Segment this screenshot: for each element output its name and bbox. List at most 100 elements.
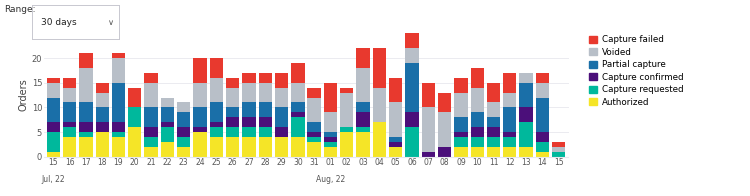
Bar: [95, 122, 109, 132]
Bar: [503, 132, 517, 137]
Bar: [389, 103, 402, 137]
Bar: [226, 137, 239, 157]
Bar: [536, 132, 549, 142]
Bar: [308, 137, 321, 142]
Bar: [210, 137, 223, 157]
Bar: [274, 127, 288, 137]
Bar: [422, 107, 435, 152]
Bar: [340, 88, 353, 93]
Bar: [160, 142, 174, 157]
Bar: [340, 93, 353, 127]
Bar: [128, 88, 142, 107]
Bar: [552, 142, 566, 147]
Bar: [145, 127, 158, 137]
Bar: [259, 83, 272, 103]
Bar: [552, 147, 566, 152]
Bar: [405, 112, 418, 127]
Bar: [291, 83, 304, 103]
Bar: [356, 68, 370, 103]
Bar: [160, 98, 174, 107]
Bar: [356, 48, 370, 68]
Bar: [242, 83, 256, 103]
Bar: [356, 112, 370, 127]
Bar: [470, 88, 484, 112]
Bar: [470, 112, 484, 127]
Bar: [194, 83, 207, 107]
Bar: [324, 137, 338, 142]
Bar: [145, 73, 158, 83]
Bar: [324, 147, 338, 157]
Bar: [210, 78, 223, 103]
Bar: [194, 132, 207, 157]
Text: Range:: Range:: [4, 5, 35, 14]
Bar: [291, 117, 304, 137]
Bar: [503, 137, 517, 147]
Bar: [226, 88, 239, 107]
Bar: [145, 107, 158, 127]
Bar: [128, 107, 142, 127]
Bar: [291, 112, 304, 117]
Bar: [112, 53, 125, 58]
Bar: [520, 83, 532, 107]
Bar: [259, 73, 272, 83]
Bar: [520, 147, 532, 157]
Bar: [454, 132, 467, 137]
Bar: [80, 132, 92, 137]
Bar: [274, 73, 288, 88]
Bar: [454, 147, 467, 157]
Bar: [46, 132, 60, 152]
Bar: [259, 127, 272, 137]
Bar: [454, 78, 467, 93]
Bar: [63, 88, 76, 103]
Bar: [438, 93, 452, 112]
Bar: [242, 127, 256, 137]
Bar: [112, 58, 125, 83]
Bar: [389, 142, 402, 147]
Bar: [226, 107, 239, 117]
Bar: [80, 137, 92, 157]
Bar: [503, 147, 517, 157]
Bar: [291, 103, 304, 112]
Bar: [226, 78, 239, 88]
Bar: [160, 107, 174, 122]
Bar: [373, 48, 386, 88]
Bar: [356, 103, 370, 112]
Bar: [405, 48, 418, 63]
Bar: [536, 152, 549, 157]
Bar: [274, 88, 288, 107]
Bar: [112, 83, 125, 122]
Text: Jul, 22: Jul, 22: [41, 175, 65, 184]
Bar: [324, 142, 338, 147]
Bar: [503, 107, 517, 132]
Bar: [145, 83, 158, 107]
Bar: [95, 107, 109, 122]
Bar: [160, 122, 174, 127]
Bar: [63, 78, 76, 88]
Bar: [259, 103, 272, 117]
Bar: [226, 127, 239, 137]
Legend: Capture failed, Voided, Partial capture, Capture confirmed, Capture requested, A: Capture failed, Voided, Partial capture,…: [589, 35, 683, 107]
Bar: [454, 137, 467, 147]
Bar: [177, 137, 190, 147]
Bar: [63, 127, 76, 137]
Bar: [405, 24, 418, 48]
Bar: [46, 98, 60, 122]
Bar: [422, 152, 435, 157]
Bar: [63, 122, 76, 127]
Bar: [324, 112, 338, 132]
Bar: [46, 83, 60, 98]
Bar: [80, 68, 92, 103]
Bar: [487, 117, 500, 127]
Bar: [520, 73, 532, 83]
Bar: [242, 73, 256, 83]
Bar: [487, 83, 500, 103]
Bar: [210, 58, 223, 78]
Bar: [438, 147, 452, 157]
Bar: [210, 122, 223, 127]
Bar: [46, 122, 60, 132]
Bar: [373, 122, 386, 157]
Bar: [536, 73, 549, 83]
Bar: [259, 137, 272, 157]
Bar: [470, 147, 484, 157]
Bar: [80, 122, 92, 132]
